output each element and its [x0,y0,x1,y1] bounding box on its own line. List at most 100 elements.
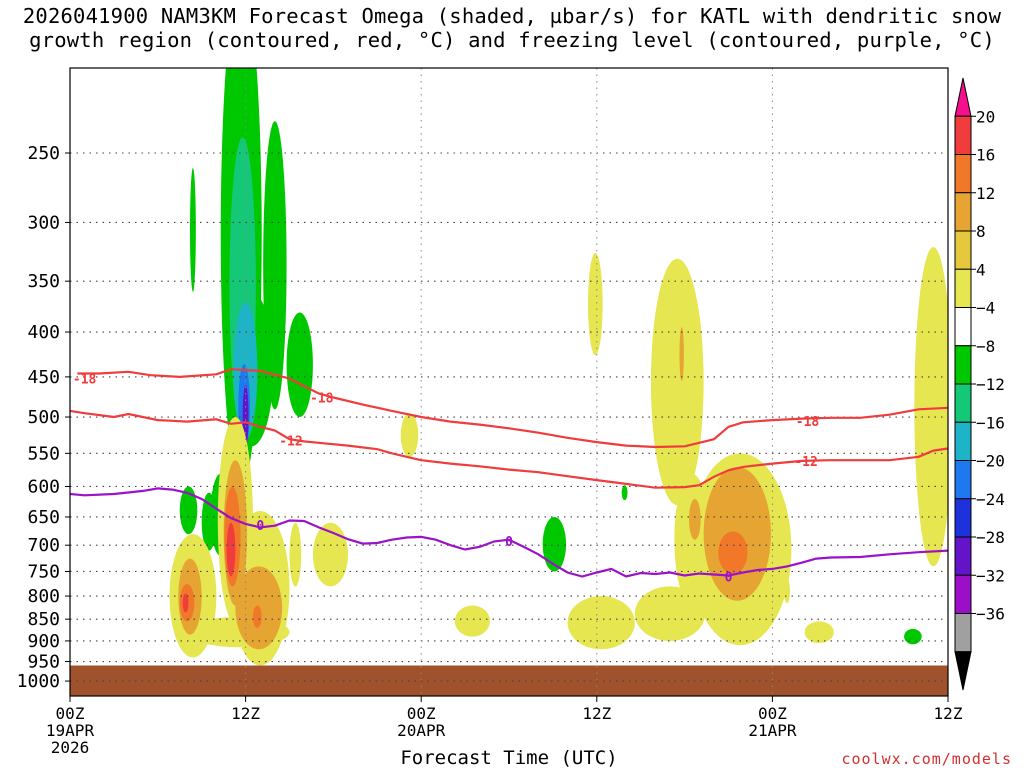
colorbar-label-5: −4 [976,299,995,318]
colorbar-swatch-3 [954,192,972,232]
y-tick-label-650: 650 [27,507,60,528]
colorbar-label-11: −28 [976,528,1005,547]
omega-region-5 [179,486,198,535]
y-tick-label-550: 550 [27,443,60,464]
omega-region-41 [718,531,748,575]
colorbar-swatch-11 [954,498,972,538]
dgz-minus-18-label-2: -18 [796,415,820,430]
colorbar-swatch-13 [954,574,972,614]
colorbar-label-7: −12 [976,375,1005,394]
omega-region-20 [312,522,349,587]
omega-region-8 [621,485,628,501]
ground-terrain [70,665,948,696]
omega-region-27 [634,586,706,641]
credit-text: coolwx.com/models [841,750,1012,768]
omega-region-40 [252,605,262,629]
y-tick-label-400: 400 [27,322,60,343]
y-tick-label-1000: 1000 [17,671,60,692]
colorbar-swatch-7 [954,345,972,385]
chart-title-line-1: 2026041900 NAM3KM Forecast Omega (shaded… [22,4,1002,28]
colorbar-swatch-2 [954,154,972,194]
y-tick-label-600: 600 [27,476,60,497]
x-axis-label: Forecast Time (UTC) [400,747,617,768]
colorbar-label-2: 12 [976,184,995,203]
x-tick-label-h0-0: 00Z [56,704,85,723]
dgz-minus-12-label-0: -12 [279,435,302,450]
omega-region-24 [567,596,635,650]
y-tick-label-700: 700 [27,535,60,556]
omega-region-10 [904,628,922,645]
omega-region-4 [189,167,196,292]
omega-region-23 [588,252,603,356]
y-tick-label-750: 750 [27,561,60,582]
colorbar-label-13: −36 [976,605,1005,624]
dgz-minus-18-label-0: -18 [73,373,97,388]
y-tick-label-500: 500 [27,407,60,428]
colorbar-label-0: 20 [976,107,995,126]
x-tick-label-h60-0: 12Z [934,704,963,723]
x-tick-label-h0-1: 19APR [46,721,95,740]
colorbar-swatch-4 [954,230,972,270]
dgz-minus-18-line [77,368,948,449]
x-tick-label-h24-0: 00Z [407,704,436,723]
colorbar-cap-top [954,77,972,117]
colorbar-swatch-5 [954,268,972,308]
omega-region-19 [289,522,302,587]
colorbar-swatch-14 [954,613,972,653]
y-tick-label-300: 300 [27,212,60,233]
y-tick-label-800: 800 [27,586,60,607]
colorbar-cap-bottom [954,651,972,691]
x-tick-label-h36-0: 12Z [582,704,611,723]
omega-region-30 [784,579,790,604]
freezing-level-0-line [70,487,948,578]
omega-region-22 [454,605,490,637]
colorbar-label-4: 4 [976,260,986,279]
colorbar-label-8: −16 [976,413,1005,432]
colorbar-swatch-6 [954,307,972,347]
omega-region-29 [914,247,948,567]
omega-shading-layer [169,68,948,666]
dgz-minus-12-line [70,409,948,489]
y-tick-label-850: 850 [27,609,60,630]
colorbar-label-3: 8 [976,222,986,241]
freezing-level-0-label-0: 0 [256,519,264,534]
y-tick-label-900: 900 [27,631,60,652]
omega-region-3 [286,312,313,418]
dgz-minus-18-label-1: -18 [310,391,334,406]
chart-title: 2026041900 NAM3KM Forecast Omega (shaded… [0,4,1024,52]
x-tick-label-h0-2: 2026 [51,738,90,757]
colorbar-swatch-9 [954,421,972,461]
freezing-level-0-label-2: 0 [725,571,733,586]
colorbar-label-1: 16 [976,146,995,165]
omega-region-9 [542,516,567,572]
omega-region-42 [226,522,236,577]
omega-region-35 [688,498,701,540]
x-tick-label-h24-1: 20APR [397,721,446,740]
colorbar-label-6: −8 [976,337,995,356]
colorbar-label-9: −20 [976,452,1005,471]
chart-title-line-2: growth region (contoured, red, °C) and f… [29,28,995,52]
colorbar-swatch-12 [954,536,972,576]
y-axis: 2503003504004505005506006507007508008509… [17,143,70,692]
colorbar-swatch-1 [954,115,972,155]
y-tick-label-250: 250 [27,143,60,164]
omega-region-31 [804,621,834,644]
colorbar-swatch-8 [954,383,972,423]
omega-region-21 [400,413,419,457]
dgz-minus-12-label-1: -12 [794,455,817,470]
x-tick-label-h48-0: 00Z [758,704,787,723]
y-tick-label-950: 950 [27,652,60,673]
freezing-level-0-label-1: 0 [505,535,513,550]
plot-frame [69,67,949,697]
grid-lines [70,68,948,696]
x-tick-label-h12-0: 12Z [231,704,260,723]
y-tick-label-450: 450 [27,367,60,388]
y-tick-label-350: 350 [27,271,60,292]
contour-layer: -18 -18 -18 -12 -12 0 0 0 [70,368,948,586]
x-tick-label-h48-1: 21APR [748,721,797,740]
colorbar: 20 16 12 8 4 −4 −8 −12 −16 −20 −24 −28 −32 −36 [954,77,1005,691]
omega-region-36 [679,327,684,382]
omega-region-25 [650,258,704,506]
